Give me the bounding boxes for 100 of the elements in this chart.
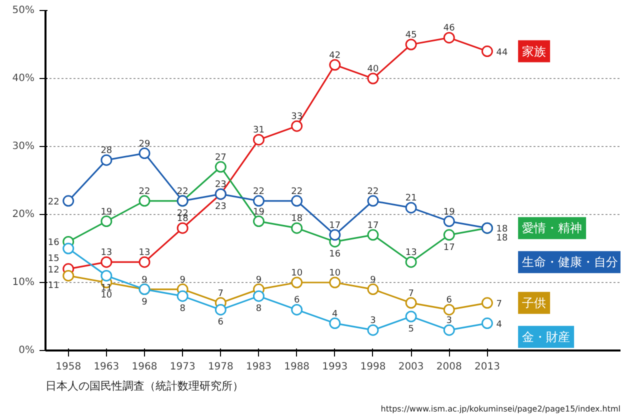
- data-label: 13: [100, 248, 112, 258]
- data-label: 40: [367, 64, 379, 74]
- data-label: 19: [253, 207, 265, 218]
- x-tick-label: 2003: [398, 362, 424, 372]
- point: [100, 270, 112, 282]
- data-label: 9: [180, 275, 186, 286]
- point: [443, 324, 455, 336]
- y-tick-label: 30%: [12, 141, 35, 152]
- point: [62, 195, 74, 207]
- point: [176, 290, 188, 302]
- x-tick-label: 2013: [474, 362, 500, 372]
- data-label: 23: [214, 180, 226, 190]
- x-tick-label: 1963: [94, 362, 120, 372]
- point: [405, 202, 417, 214]
- data-label: 8: [180, 304, 186, 314]
- data-label: 19: [100, 207, 112, 218]
- y-tick-label: 50%: [12, 5, 35, 16]
- point: [100, 216, 112, 228]
- x-tick-label: 2008: [436, 362, 462, 372]
- point: [329, 59, 341, 71]
- data-label: 6: [294, 296, 300, 306]
- point: [138, 256, 150, 268]
- point: [481, 318, 493, 330]
- data-label: 44: [496, 48, 508, 58]
- data-label: 3: [446, 316, 452, 326]
- data-label: 46: [443, 24, 456, 34]
- data-label: 13: [405, 248, 417, 258]
- data-label: 13: [138, 248, 150, 258]
- data-label: 10: [329, 268, 341, 278]
- data-label: 17: [443, 242, 455, 253]
- point: [291, 276, 303, 288]
- text: 日本人の国民性調査（統計数理研究所）: [46, 380, 244, 392]
- point: [443, 229, 455, 241]
- text: 金・財産: [522, 330, 570, 344]
- point: [138, 148, 150, 160]
- point: [291, 222, 303, 234]
- data-label: 7: [496, 299, 502, 310]
- data-label: 22: [176, 186, 188, 197]
- data-label: 6: [218, 318, 224, 328]
- x-tick-label: 1998: [360, 362, 386, 372]
- data-label: 8: [256, 304, 262, 314]
- point: [176, 222, 188, 234]
- data-label: 11: [48, 281, 60, 292]
- point: [329, 318, 341, 330]
- point: [252, 134, 264, 146]
- point: [481, 46, 493, 58]
- data-label: 9: [142, 275, 148, 286]
- data-label: 19: [443, 207, 456, 218]
- data-label: 12: [48, 265, 60, 276]
- point: [481, 297, 493, 309]
- data-label: 9: [370, 275, 376, 286]
- data-label: 28: [100, 146, 112, 156]
- data-label: 15: [48, 254, 60, 264]
- point: [291, 120, 303, 132]
- point: [443, 216, 455, 228]
- data-label: 16: [48, 238, 60, 248]
- data-label: 17: [329, 220, 341, 231]
- text: 生命・健康・自分: [522, 255, 618, 270]
- x-tick-label: 1988: [284, 362, 310, 372]
- data-label: 29: [138, 139, 151, 150]
- text: https://www.ism.ac.jp/kokuminsei/page2/page15/index.html: [380, 404, 621, 414]
- point: [214, 304, 226, 316]
- x-tick-label: 1983: [246, 362, 272, 372]
- point: [100, 154, 112, 166]
- y-tick-label: 0%: [18, 345, 35, 356]
- point: [367, 324, 379, 336]
- point: [252, 195, 264, 207]
- data-label: 18: [496, 234, 508, 244]
- data-label: 4: [496, 320, 502, 330]
- x-tick-label: 1973: [170, 362, 196, 372]
- point: [100, 256, 112, 268]
- data-label: 21: [405, 194, 417, 204]
- data-label: 3: [370, 316, 376, 326]
- point: [62, 270, 74, 282]
- point: [405, 256, 417, 268]
- y-tick-label: 40%: [12, 73, 35, 84]
- point: [405, 310, 417, 322]
- point: [367, 195, 379, 207]
- point: [252, 290, 264, 302]
- data-label: 27: [214, 152, 226, 163]
- point: [367, 72, 379, 84]
- point: [405, 38, 417, 50]
- data-label: 17: [367, 220, 379, 231]
- point: [367, 284, 379, 296]
- point: [367, 229, 379, 241]
- point: [443, 304, 455, 316]
- point: [62, 242, 74, 254]
- data-label: 22: [138, 186, 150, 197]
- data-label: 4: [332, 309, 338, 320]
- text: 子供: [522, 296, 546, 310]
- point: [329, 229, 341, 241]
- data-label: 7: [218, 288, 224, 299]
- data-label: 22: [48, 197, 60, 208]
- data-label: 22: [291, 186, 303, 197]
- data-label: 31: [253, 126, 264, 136]
- data-label: 6: [446, 296, 452, 306]
- data-label: 45: [405, 30, 417, 40]
- data-label: 23: [214, 202, 226, 212]
- data-label: 18: [496, 224, 508, 235]
- y-tick-label: 10%: [12, 277, 35, 288]
